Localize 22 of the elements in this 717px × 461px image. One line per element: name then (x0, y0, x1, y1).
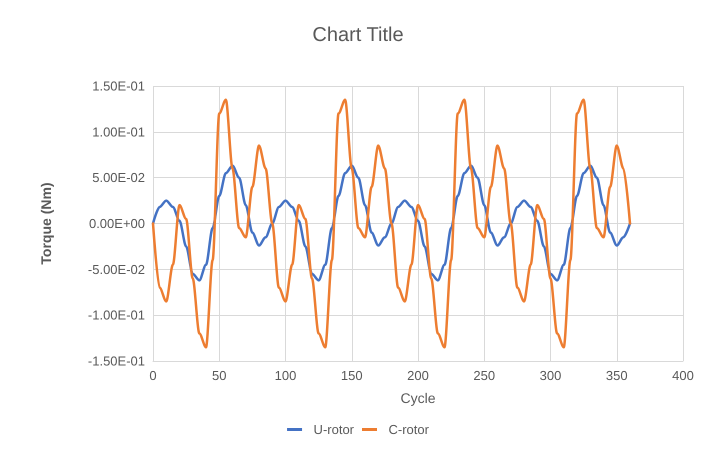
y-tick-label: -1.00E-01 (88, 308, 145, 323)
x-tick-label: 400 (672, 368, 694, 383)
y-tick-label: -1.50E-01 (88, 354, 145, 368)
chart-title: Chart Title (312, 24, 404, 46)
y-tick-label: 0.00E+00 (88, 216, 145, 231)
y-tick-label: 1.50E-01 (92, 78, 145, 94)
x-tick-label: 100 (274, 368, 296, 383)
y-tick-label: 5.00E-02 (92, 170, 145, 186)
y-tick-label: 1.00E-01 (92, 124, 145, 140)
legend-label: U-rotor (314, 422, 355, 437)
legend-label: C-rotor (388, 422, 430, 437)
x-tick-label: 0 (149, 368, 157, 383)
x-tick-label: 150 (340, 368, 363, 383)
x-axis-title: Cycle (400, 390, 436, 406)
x-tick-label: 50 (212, 368, 226, 383)
y-tick-label: -5.00E-02 (88, 262, 145, 277)
y-axis-title: Torque (Nm) (38, 182, 54, 265)
x-tick-label: 300 (540, 368, 562, 383)
x-tick-label: 350 (606, 368, 628, 383)
line-series (152, 98, 632, 348)
x-tick-label: 200 (407, 368, 429, 383)
x-tick-label: 250 (473, 368, 496, 383)
